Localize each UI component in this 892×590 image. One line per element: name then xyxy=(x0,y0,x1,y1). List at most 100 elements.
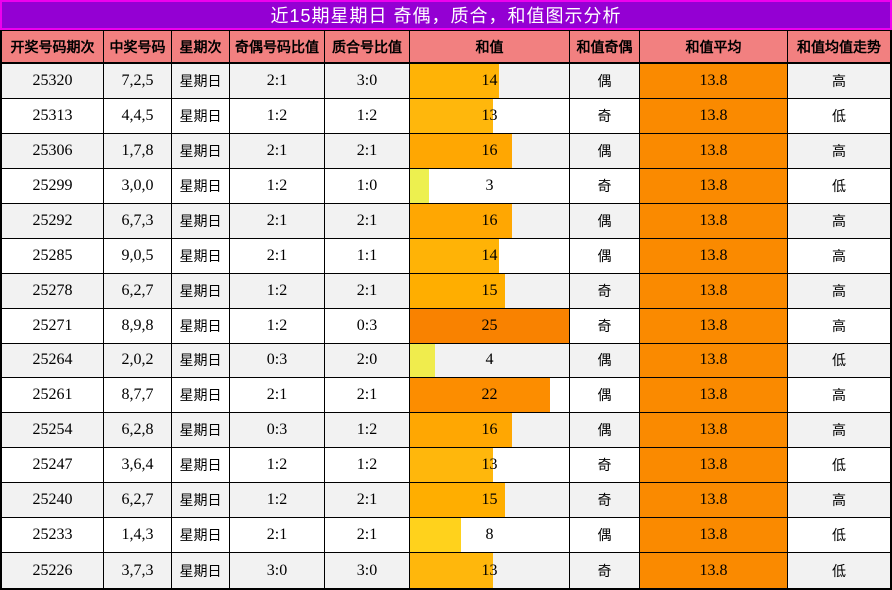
sum-parity-cell: 偶 xyxy=(570,238,640,274)
odd-even-ratio-cell: 1:2 xyxy=(230,98,325,134)
sum-cell: 15 xyxy=(410,273,570,309)
column-header-5: 和值 xyxy=(410,31,570,64)
trend-cell: 高 xyxy=(788,64,890,99)
table-row: 25264 2,0,2 星期日 0:3 2:0 4 偶 13.8 低 xyxy=(2,343,890,379)
prime-composite-ratio-cell: 1:0 xyxy=(325,168,410,204)
sum-value-bar xyxy=(410,168,430,203)
prime-composite-ratio-cell: 2:1 xyxy=(325,203,410,239)
sum-value-label: 16 xyxy=(481,421,498,439)
weekday-cell: 星期日 xyxy=(172,518,230,554)
period-cell: 25264 xyxy=(2,343,104,379)
table-row: 25247 3,6,4 星期日 1:2 1:2 13 奇 13.8 低 xyxy=(2,448,890,484)
sum-average-cell: 13.8 xyxy=(640,413,788,449)
table-row: 25261 8,7,7 星期日 2:1 2:1 22 偶 13.8 高 xyxy=(2,378,890,414)
trend-cell: 高 xyxy=(788,274,890,309)
prime-composite-ratio-cell: 1:1 xyxy=(325,238,410,274)
sum-value-label: 16 xyxy=(481,141,498,159)
sum-value-label: 4 xyxy=(485,351,494,369)
sum-value-bar xyxy=(410,448,493,483)
sum-cell: 16 xyxy=(410,133,570,169)
odd-even-ratio-cell: 2:1 xyxy=(230,133,325,169)
sum-cell: 13 xyxy=(410,98,570,134)
period-cell: 25313 xyxy=(2,98,104,134)
period-cell: 25292 xyxy=(2,203,104,239)
trend-cell: 低 xyxy=(832,562,846,579)
sum-parity-cell: 奇 xyxy=(570,448,640,484)
table-row: 25313 4,4,5 星期日 1:2 1:2 13 奇 13.8 低 xyxy=(2,98,890,134)
sum-value-label: 13 xyxy=(481,106,498,124)
sum-parity-cell: 偶 xyxy=(570,64,640,99)
numbers-cell: 3,6,4 xyxy=(104,448,172,484)
numbers-cell: 1,4,3 xyxy=(104,518,172,554)
period-cell: 25271 xyxy=(2,308,104,344)
sum-average-cell: 13.8 xyxy=(640,308,788,344)
weekday-cell: 星期日 xyxy=(172,98,230,134)
sum-cell: 4 xyxy=(410,343,570,379)
trend-cell: 低 xyxy=(788,518,890,554)
sum-cell: 14 xyxy=(410,64,570,99)
analysis-table: 开奖号码期次 中奖号码 星期次 奇偶号码比值 质合号比值 和值 和值奇偶 和值平均 和值均值走势… xyxy=(0,30,892,590)
prime-composite-ratio-cell: 1:2 xyxy=(325,98,410,134)
sum-parity-cell: 奇 xyxy=(570,168,640,204)
prime-composite-ratio-cell: 1:2 xyxy=(325,448,410,484)
column-header-1: 中奖号码 xyxy=(104,31,172,64)
sum-value-bar xyxy=(410,413,512,448)
sum-value-bar xyxy=(410,378,550,413)
sum-cell: 22 xyxy=(410,378,570,414)
numbers-cell: 2,0,2 xyxy=(104,343,172,379)
sum-parity-cell: 偶 xyxy=(570,413,640,449)
table-row: 25299 3,0,0 星期日 1:2 1:0 3 奇 13.8 低 xyxy=(2,168,890,204)
sum-value-label: 13 xyxy=(481,561,498,579)
numbers-cell: 7,2,5 xyxy=(104,64,172,99)
sum-parity-cell: 奇 xyxy=(570,553,640,589)
trend-cell: 高 xyxy=(788,134,890,169)
sum-value-label: 16 xyxy=(481,211,498,229)
table-header-row: 开奖号码期次 中奖号码 星期次 奇偶号码比值 质合号比值 和值 和值奇偶 和值平均 和值均值走势 xyxy=(2,31,890,64)
sum-average-cell: 13.8 xyxy=(640,483,788,519)
period-cell: 25320 xyxy=(2,64,104,99)
table-row: 25240 6,2,7 星期日 1:2 2:1 15 奇 13.8 高 xyxy=(2,483,890,519)
column-header-0: 开奖号码期次 xyxy=(2,31,104,64)
prime-composite-ratio-cell: 2:0 xyxy=(325,343,410,379)
numbers-cell: 6,2,8 xyxy=(104,413,172,449)
weekday-cell: 星期日 xyxy=(172,413,230,449)
weekday-cell: 星期日 xyxy=(172,343,230,379)
weekday-cell: 星期日 xyxy=(172,168,230,204)
weekday-cell: 星期日 xyxy=(172,203,230,239)
sum-average-cell: 13.8 xyxy=(640,343,788,379)
sum-cell: 16 xyxy=(410,413,570,449)
prime-composite-ratio-cell: 0:3 xyxy=(325,308,410,344)
sum-value-bar xyxy=(410,64,500,98)
table-row: 25271 8,9,8 星期日 1:2 0:3 25 奇 13.8 高 xyxy=(2,308,890,344)
sum-value-label: 15 xyxy=(481,281,498,299)
column-header-3: 奇偶号码比值 xyxy=(230,31,325,64)
prime-composite-ratio-cell: 2:1 xyxy=(325,483,410,519)
period-cell: 25306 xyxy=(2,133,104,169)
sum-cell: 14 xyxy=(410,238,570,274)
sum-value-label: 22 xyxy=(481,386,498,404)
sum-cell: 25 xyxy=(410,308,570,344)
odd-even-ratio-cell: 1:2 xyxy=(230,273,325,309)
odd-even-ratio-cell: 0:3 xyxy=(230,343,325,379)
column-header-8: 和值均值走势 xyxy=(788,31,890,64)
table-row: 25233 1,4,3 星期日 2:1 2:1 8 偶 13.8 低 xyxy=(2,518,890,554)
sum-average-cell: 13.8 xyxy=(640,203,788,239)
period-cell: 25278 xyxy=(2,273,104,309)
weekday-cell: 星期日 xyxy=(172,308,230,344)
sum-average-cell: 13.8 xyxy=(640,448,788,484)
sum-parity-cell: 偶 xyxy=(570,518,640,554)
sum-parity-cell: 偶 xyxy=(570,343,640,379)
table-row: 25254 6,2,8 星期日 0:3 1:2 16 偶 13.8 高 xyxy=(2,413,890,449)
page-title: 近15期星期日 奇偶，质合，和值图示分析 xyxy=(0,0,892,30)
sum-parity-cell: 奇 xyxy=(570,308,640,344)
period-cell: 25240 xyxy=(2,483,104,519)
table-row: 25278 6,2,7 星期日 1:2 2:1 15 奇 13.8 高 xyxy=(2,273,890,309)
numbers-cell: 8,7,7 xyxy=(104,378,172,414)
sum-value-bar xyxy=(410,483,506,518)
trend-cell: 高 xyxy=(788,309,890,344)
odd-even-ratio-cell: 1:2 xyxy=(230,483,325,519)
weekday-cell: 星期日 xyxy=(172,273,230,309)
sum-parity-cell: 偶 xyxy=(570,378,640,414)
sum-average-cell: 13.8 xyxy=(640,378,788,414)
odd-even-ratio-cell: 3:0 xyxy=(230,553,325,589)
